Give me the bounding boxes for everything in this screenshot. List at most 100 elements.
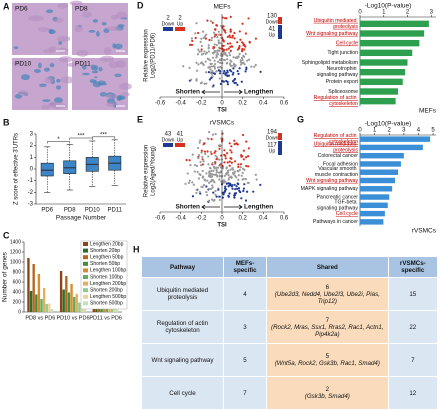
point [230,65,233,68]
y-tick-label: 0 [18,309,21,315]
y-tick-label: 600 [13,279,22,285]
bar [73,297,76,312]
x-tick-label: 1 [382,10,386,16]
y-tick-label: 1400 [10,239,21,245]
point [217,144,220,147]
point [220,175,223,178]
bar [116,309,119,312]
point [204,71,208,74]
point [220,66,223,69]
point [242,189,245,193]
cell [108,61,120,69]
point [227,74,231,77]
point [205,172,208,175]
y-axis-label: Log2(PD11/PD6) [151,33,157,78]
point [232,64,235,67]
point [240,197,243,200]
point [234,81,237,85]
point [212,65,215,68]
cell [43,48,56,54]
point [213,72,217,75]
pathway-cell: Ubiquitin mediated proteolysis [140,277,225,311]
point [210,152,213,155]
bar [360,39,420,47]
point [215,156,219,159]
point [254,37,258,40]
bar [35,294,38,312]
point [204,179,207,182]
point [195,188,198,192]
stain-spot [56,78,61,83]
count-label: Down [266,19,279,25]
point [209,68,212,71]
point [242,158,245,161]
point [228,142,231,145]
point [209,180,212,183]
pathway-cell: Regulation of actin cytoskeleton [140,310,225,344]
point [228,164,231,167]
legend-swatch [83,268,88,273]
y-tick-label: -3 [28,202,34,208]
pathway-cell: Wnt signaling pathway [140,343,225,377]
cell [120,92,130,97]
bar [48,303,51,312]
point [226,35,230,38]
point [214,154,217,157]
category-label: Neurotrophin signaling pathway [317,67,359,79]
point [194,36,197,40]
point [233,194,236,197]
bar [360,59,408,66]
count: 117 [267,143,277,149]
point [202,160,205,163]
point [211,69,214,72]
point [216,175,219,178]
y-tick-label: 1 [30,155,34,161]
point [198,190,201,194]
point [242,55,246,58]
point [210,169,213,173]
point [219,42,222,45]
point [227,169,230,172]
point [207,155,210,158]
cell [41,104,51,110]
point [225,182,228,185]
point [201,163,204,166]
point [245,164,248,168]
legend-label: Shorten 500bp [90,301,123,307]
x-tick-label: 0 [358,128,362,134]
y-axis-label: Log2(Aged/Young) [151,146,157,196]
stain-spot [53,97,63,104]
table-row: Wnt signaling pathway 5 5 (Wnt5a, Rock2, Gs… [140,343,439,377]
point [224,154,227,158]
point [200,53,203,56]
point [197,48,200,51]
shared-count: 5 [325,353,330,360]
point [216,66,220,69]
x-tick-label: PD11 [107,208,122,214]
category-label: Vascular smooth muscle contraction [315,167,358,179]
point [209,175,212,179]
cell [82,11,92,18]
point [225,62,228,65]
cell [57,47,69,53]
point [229,149,232,152]
point [217,41,220,44]
shared-cell: 7 (Rock2, Mras, Ssx1, Rras2, Rac1, Actn1,… [266,310,389,344]
point [242,149,245,152]
x-tick-label: 2 [388,128,392,134]
cell [76,50,89,57]
point [232,56,235,59]
legend-swatch [83,281,88,286]
count-cell: 3 [223,310,268,344]
point [208,170,211,173]
category-label: Cell cycle [336,41,358,47]
point [234,188,237,191]
count-swatch [278,141,282,155]
point [243,168,246,171]
point [226,69,229,72]
cell [54,17,64,23]
bar [360,161,401,167]
point [227,173,230,177]
figure: A B C D E F G H PD6 PD8 PD10 PD11 -3 -2 -1 0 1 2 3 Z score … [2,0,437,321]
x-tick-label: PD11 vs PD6 [89,315,122,321]
